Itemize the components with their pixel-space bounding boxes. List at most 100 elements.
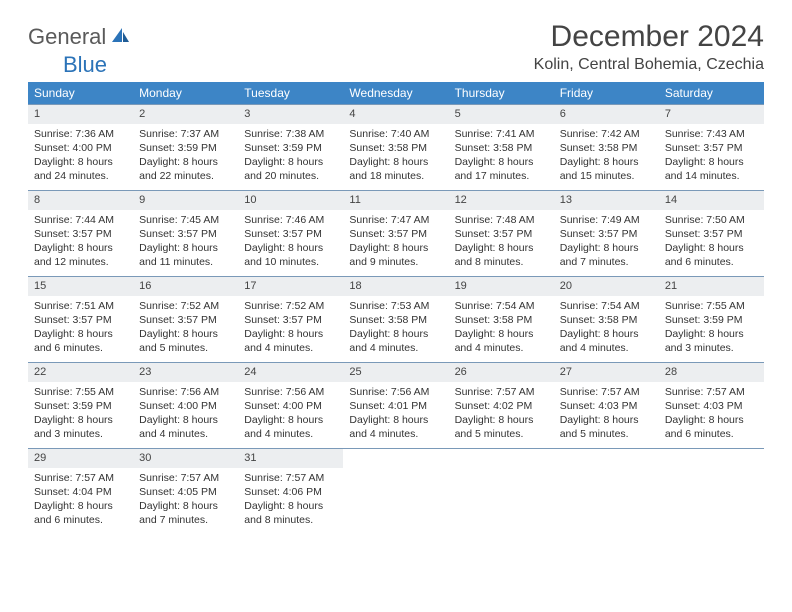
day-body: Sunrise: 7:38 AMSunset: 3:59 PMDaylight:… <box>238 124 343 188</box>
day-body: Sunrise: 7:57 AMSunset: 4:03 PMDaylight:… <box>554 382 659 446</box>
sunrise: Sunrise: 7:42 AM <box>560 127 653 141</box>
sunrise: Sunrise: 7:54 AM <box>455 299 548 313</box>
sunset: Sunset: 3:57 PM <box>139 313 232 327</box>
daylight-line2: and 17 minutes. <box>455 169 548 183</box>
sunrise: Sunrise: 7:46 AM <box>244 213 337 227</box>
sunrise: Sunrise: 7:55 AM <box>34 385 127 399</box>
day-body: Sunrise: 7:36 AMSunset: 4:00 PMDaylight:… <box>28 124 133 188</box>
sunrise: Sunrise: 7:37 AM <box>139 127 232 141</box>
logo-text-general: General <box>28 24 106 50</box>
sunset: Sunset: 4:00 PM <box>34 141 127 155</box>
sunset: Sunset: 4:06 PM <box>244 485 337 499</box>
sunset: Sunset: 3:57 PM <box>139 227 232 241</box>
sunrise: Sunrise: 7:38 AM <box>244 127 337 141</box>
day-number: 8 <box>28 191 133 210</box>
daylight-line2: and 8 minutes. <box>244 513 337 527</box>
day-body: Sunrise: 7:52 AMSunset: 3:57 PMDaylight:… <box>133 296 238 360</box>
daylight-line2: and 4 minutes. <box>139 427 232 441</box>
calendar-cell <box>343 449 448 535</box>
calendar-cell: 10Sunrise: 7:46 AMSunset: 3:57 PMDayligh… <box>238 191 343 277</box>
sunrise: Sunrise: 7:57 AM <box>139 471 232 485</box>
logo-text-blue: Blue <box>63 52 107 78</box>
sunset: Sunset: 3:58 PM <box>560 141 653 155</box>
calendar-cell: 30 Sunrise: 7:57 AMSunset: 4:05 PMDayligh… <box>133 449 238 535</box>
daylight-line2: and 3 minutes. <box>665 341 758 355</box>
day-number: 23 <box>133 363 238 382</box>
daylight-line2: and 5 minutes. <box>139 341 232 355</box>
sunset: Sunset: 3:59 PM <box>244 141 337 155</box>
day-body: Sunrise: 7:45 AMSunset: 3:57 PMDaylight:… <box>133 210 238 274</box>
calendar-cell: 26Sunrise: 7:57 AMSunset: 4:02 PMDayligh… <box>449 363 554 449</box>
calendar-cell: 8Sunrise: 7:44 AMSunset: 3:57 PMDaylight… <box>28 191 133 277</box>
col-thursday: Thursday <box>449 82 554 105</box>
daylight-line1: Daylight: 8 hours <box>139 241 232 255</box>
col-friday: Friday <box>554 82 659 105</box>
sunset: Sunset: 3:58 PM <box>455 141 548 155</box>
calendar-cell: 21Sunrise: 7:55 AMSunset: 3:59 PMDayligh… <box>659 277 764 363</box>
daylight-line1: Daylight: 8 hours <box>560 327 653 341</box>
calendar-cell <box>554 449 659 535</box>
sunset: Sunset: 3:57 PM <box>34 313 127 327</box>
calendar-row: 1Sunrise: 7:36 AMSunset: 4:00 PMDaylight… <box>28 105 764 191</box>
sunset: Sunset: 3:59 PM <box>665 313 758 327</box>
calendar-cell: 23Sunrise: 7:56 AMSunset: 4:00 PMDayligh… <box>133 363 238 449</box>
day-number: 5 <box>449 105 554 124</box>
sunset: Sunset: 3:57 PM <box>244 313 337 327</box>
sunset: Sunset: 3:57 PM <box>34 227 127 241</box>
sunrise: Sunrise: 7:52 AM <box>244 299 337 313</box>
calendar-cell: 13Sunrise: 7:49 AMSunset: 3:57 PMDayligh… <box>554 191 659 277</box>
daylight-line2: and 3 minutes. <box>34 427 127 441</box>
sunrise: Sunrise: 7:55 AM <box>665 299 758 313</box>
day-body: Sunrise: 7:55 AMSunset: 3:59 PMDaylight:… <box>28 382 133 446</box>
day-number: 16 <box>133 277 238 296</box>
calendar-cell: 7Sunrise: 7:43 AMSunset: 3:57 PMDaylight… <box>659 105 764 191</box>
calendar-cell: 1Sunrise: 7:36 AMSunset: 4:00 PMDaylight… <box>28 105 133 191</box>
daylight-line2: and 7 minutes. <box>560 255 653 269</box>
sunset: Sunset: 4:00 PM <box>139 399 232 413</box>
sunrise: Sunrise: 7:36 AM <box>34 127 127 141</box>
day-number: 18 <box>343 277 448 296</box>
daylight-line1: Daylight: 8 hours <box>455 413 548 427</box>
day-body: Sunrise: 7:46 AMSunset: 3:57 PMDaylight:… <box>238 210 343 274</box>
daylight-line1: Daylight: 8 hours <box>455 155 548 169</box>
sunset: Sunset: 3:58 PM <box>455 313 548 327</box>
daylight-line1: Daylight: 8 hours <box>349 327 442 341</box>
calendar-row: 22Sunrise: 7:55 AMSunset: 3:59 PMDayligh… <box>28 363 764 449</box>
sunset: Sunset: 4:05 PM <box>139 485 232 499</box>
calendar-row: 8Sunrise: 7:44 AMSunset: 3:57 PMDaylight… <box>28 191 764 277</box>
sunrise: Sunrise: 7:45 AM <box>139 213 232 227</box>
day-number: 7 <box>659 105 764 124</box>
sunrise: Sunrise: 7:50 AM <box>665 213 758 227</box>
sunrise: Sunrise: 7:57 AM <box>560 385 653 399</box>
calendar-cell: 17Sunrise: 7:52 AMSunset: 3:57 PMDayligh… <box>238 277 343 363</box>
sunset: Sunset: 3:57 PM <box>560 227 653 241</box>
sunset: Sunset: 3:57 PM <box>665 227 758 241</box>
day-body: Sunrise: 7:56 AMSunset: 4:00 PMDaylight:… <box>133 382 238 446</box>
col-wednesday: Wednesday <box>343 82 448 105</box>
daylight-line1: Daylight: 8 hours <box>34 413 127 427</box>
calendar-cell: 12Sunrise: 7:48 AMSunset: 3:57 PMDayligh… <box>449 191 554 277</box>
col-saturday: Saturday <box>659 82 764 105</box>
day-number: 20 <box>554 277 659 296</box>
day-number: 2 <box>133 105 238 124</box>
daylight-line2: and 11 minutes. <box>139 255 232 269</box>
sunset: Sunset: 4:04 PM <box>34 485 127 499</box>
daylight-line1: Daylight: 8 hours <box>139 499 232 513</box>
sunrise: Sunrise: 7:57 AM <box>665 385 758 399</box>
daylight-line1: Daylight: 8 hours <box>349 155 442 169</box>
day-body: Sunrise: 7:56 AMSunset: 4:00 PMDaylight:… <box>238 382 343 446</box>
calendar-cell: 3Sunrise: 7:38 AMSunset: 3:59 PMDaylight… <box>238 105 343 191</box>
sunrise: Sunrise: 7:53 AM <box>349 299 442 313</box>
sunrise: Sunrise: 7:51 AM <box>34 299 127 313</box>
sunrise: Sunrise: 7:56 AM <box>244 385 337 399</box>
calendar-cell: 24Sunrise: 7:56 AMSunset: 4:00 PMDayligh… <box>238 363 343 449</box>
day-number: 30 <box>133 449 238 468</box>
col-sunday: Sunday <box>28 82 133 105</box>
calendar-table: Sunday Monday Tuesday Wednesday Thursday… <box>28 82 764 535</box>
day-number: 13 <box>554 191 659 210</box>
daylight-line2: and 24 minutes. <box>34 169 127 183</box>
sunrise: Sunrise: 7:40 AM <box>349 127 442 141</box>
daylight-line1: Daylight: 8 hours <box>139 413 232 427</box>
daylight-line1: Daylight: 8 hours <box>665 327 758 341</box>
calendar-cell: 9Sunrise: 7:45 AMSunset: 3:57 PMDaylight… <box>133 191 238 277</box>
